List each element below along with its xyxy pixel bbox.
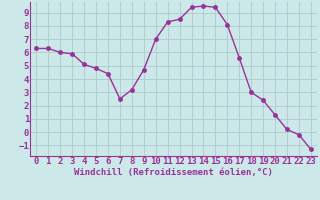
X-axis label: Windchill (Refroidissement éolien,°C): Windchill (Refroidissement éolien,°C) [74,168,273,177]
